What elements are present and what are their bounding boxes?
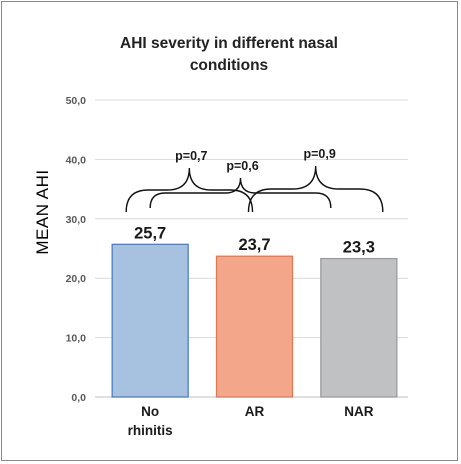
y-tick-labels: 0,0 10,0 20,0 30,0 40,0 50,0 <box>66 95 87 404</box>
y-tick-label: 0,0 <box>71 392 86 404</box>
category-label: rhinitis <box>128 423 173 438</box>
bar <box>111 243 189 398</box>
category-label: No <box>141 404 159 419</box>
bars <box>111 243 398 398</box>
y-tick-label: 50,0 <box>66 95 87 107</box>
data-label: 23,3 <box>343 239 375 257</box>
y-tick-label: 20,0 <box>66 273 87 285</box>
y-tick-label: 10,0 <box>66 333 87 345</box>
chart-title-line-1: AHI severity in different nasal <box>120 35 338 52</box>
chart-title-line-2: conditions <box>190 57 268 74</box>
comparison-brackets: p=0,7 p=0,6 p=0,9 <box>125 147 384 213</box>
data-label: 23,7 <box>238 236 270 254</box>
bar <box>320 257 398 398</box>
data-label: 25,7 <box>134 224 166 242</box>
y-tick-label: 40,0 <box>66 154 87 166</box>
category-label: AR <box>245 404 265 419</box>
y-axis-label: MEAN AHI <box>33 169 52 254</box>
comparison-brace <box>247 165 384 213</box>
p-value-label: p=0,6 <box>226 159 258 173</box>
category-label: NAR <box>344 404 373 419</box>
y-tick-label: 30,0 <box>66 214 87 226</box>
bar <box>215 255 294 398</box>
category-labels: No rhinitis AR NAR <box>128 404 374 438</box>
comparison-brace <box>125 167 254 213</box>
p-value-label: p=0,9 <box>304 147 336 161</box>
comparison-brace <box>149 177 332 209</box>
p-value-label: p=0,7 <box>175 149 207 163</box>
data-labels: 25,7 23,7 23,3 <box>134 224 375 256</box>
